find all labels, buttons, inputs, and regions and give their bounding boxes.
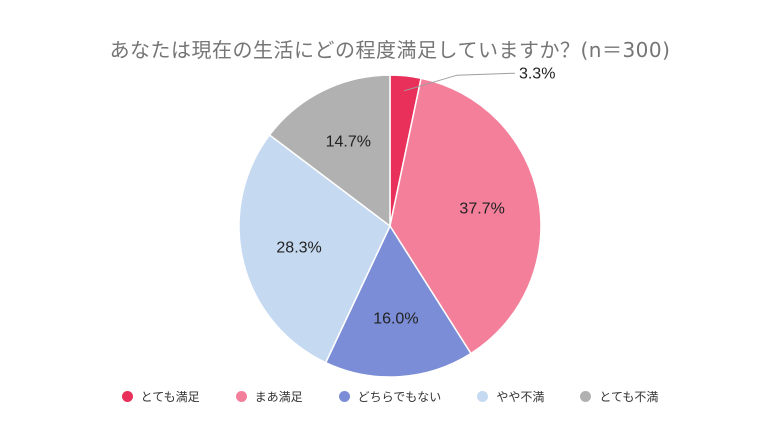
slice-data-label-4: 14.7% [326, 133, 371, 150]
pie-slices [238, 74, 542, 378]
slice-data-label-1: 37.7% [459, 201, 504, 218]
slice-data-label-2: 16.0% [373, 311, 418, 328]
pie-slice-4 [268, 74, 391, 228]
legend-swatch-icon [121, 391, 133, 402]
legend-item-3: やや不満 [477, 388, 544, 405]
pie-slice-2 [324, 224, 472, 378]
chart-title: あなたは現在の生活にどの程度満足していますか？(n＝300) [109, 38, 671, 62]
legend-label: とても満足 [140, 390, 200, 404]
legend-item-4: とても不満 [580, 388, 658, 405]
legend-label: まあ満足 [254, 390, 303, 404]
chart-legend: とても満足 まあ満足 どちらでもない やや不満 とても不満 [0, 388, 780, 405]
legend-label: どちらでもない [357, 390, 442, 404]
legend-label: とても不満 [599, 390, 659, 404]
legend-swatch-icon [580, 391, 592, 402]
pie-labels: 3.3% 37.7% 16.0% 28.3% 14.7% [276, 65, 555, 327]
legend-swatch-icon [338, 391, 350, 402]
legend-swatch-icon [477, 391, 489, 402]
legend-label: やや不満 [496, 390, 545, 404]
legend-item-1: まあ満足 [235, 388, 303, 405]
slice-data-label-3: 28.3% [276, 240, 321, 257]
legend-swatch-icon [235, 391, 247, 402]
legend-item-2: どちらでもない [338, 388, 442, 405]
pie-slice-3 [238, 133, 391, 364]
slice-data-label-0: 3.3% [519, 65, 555, 82]
legend-item-0: とても満足 [121, 388, 200, 405]
leader-line-0 [403, 72, 515, 92]
